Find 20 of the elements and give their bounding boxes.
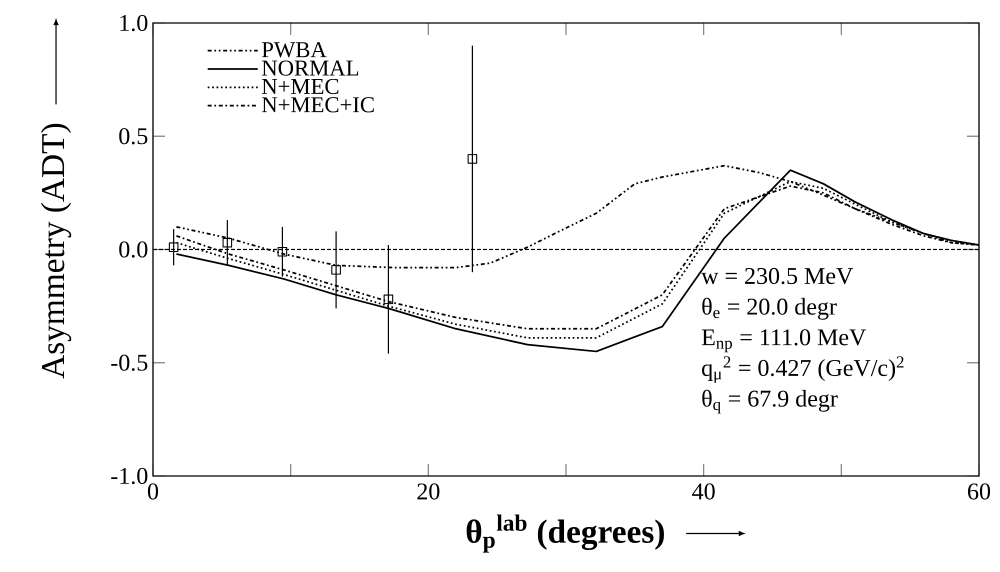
annotation: E$_{np}$ = 111.0 MeV (702, 329, 866, 352)
legend-label: N+MEC+IC (262, 97, 374, 112)
annotation: θ$_{e}$ = 20.0 degr (702, 298, 837, 320)
annotation: q$_{μ}$$^{2}$ = 0.427 (GeV/c)$^{2}$ (702, 356, 904, 383)
annotation: w = 230.5 MeV (701, 268, 854, 284)
y-axis-title: Asymmetry (ADT) (40, 124, 72, 379)
annotation: θ$_{q}$ = 67.9 degr (702, 390, 838, 414)
x-axis-title: θ$_{p}$$^{lab}$ (degrees) (466, 514, 664, 553)
y-tick-label: 1.0 (120, 14, 148, 32)
y-tick-label: 0.5 (119, 128, 148, 144)
y-tick-label: 0.0 (119, 241, 148, 258)
x-tick-label: 20 (417, 483, 440, 500)
y-tick-label: -0.5 (111, 354, 148, 371)
x-tick-label: 60 (968, 483, 990, 500)
legend-label: NORMAL (262, 60, 358, 76)
x-tick-label: 40 (692, 483, 715, 500)
x-tick-label: 0 (148, 483, 158, 500)
y-tick-label: -1.0 (111, 468, 148, 484)
legend-label: N+MEC (262, 78, 338, 94)
legend-label: PWBA (262, 42, 327, 58)
